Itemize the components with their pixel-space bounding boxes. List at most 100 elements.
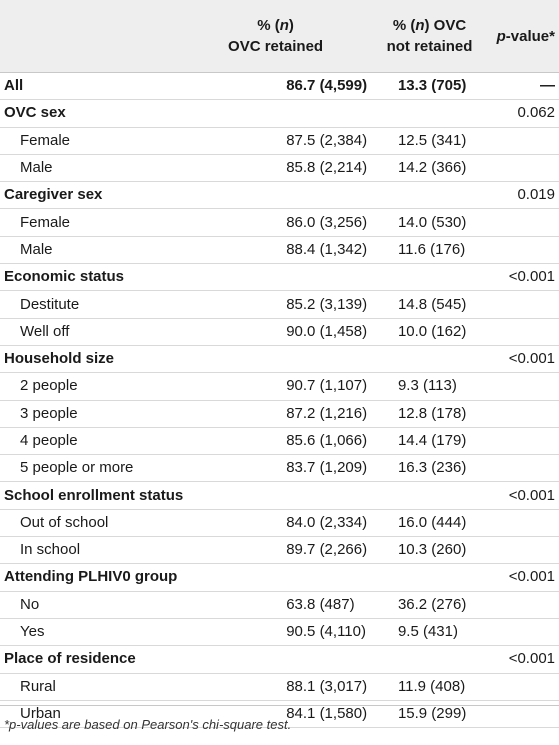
not-retained-cell: 36.2 (276) [367, 591, 492, 619]
not-retained-cell [367, 563, 492, 592]
group-row: Economic status <0.001 [0, 263, 559, 292]
not-retained-cell [367, 481, 492, 510]
table-row: Destitute 85.2 (3,139) 14.8 (545) [0, 290, 559, 319]
not-retained-cell: 11.6 (176) [367, 236, 492, 265]
not-retained-cell [367, 263, 492, 292]
retained-cell [183, 263, 368, 292]
table-row: Male 88.4 (1,342) 11.6 (176) [0, 236, 559, 265]
row-label: Male [0, 154, 184, 183]
row-label: Female [0, 127, 184, 155]
table-row: No 63.8 (487) 36.2 (276) [0, 591, 559, 619]
p-value-cell [491, 400, 559, 428]
table-row: 5 people or more 83.7 (1,209) 16.3 (236) [0, 454, 559, 483]
table-row: 4 people 85.6 (1,066) 14.4 (179) [0, 427, 559, 456]
row-label: Well off [0, 318, 184, 346]
p-value-cell [491, 318, 559, 346]
table-row: Well off 90.0 (1,458) 10.0 (162) [0, 318, 559, 346]
retention-table: % (n) OVC retained % (n) OVC not retaine… [0, 0, 559, 729]
p-value-cell: <0.001 [491, 563, 559, 592]
row-label: Female [0, 208, 184, 237]
retained-cell: 84.1 (1,580) [183, 700, 368, 729]
not-retained-cell [367, 345, 492, 374]
not-retained-cell: 16.3 (236) [367, 454, 492, 483]
retained-cell: 90.5 (4,110) [183, 618, 368, 647]
p-value-cell [491, 536, 559, 565]
row-label: Household size [0, 345, 184, 374]
header-not-retained: % (n) OVC not retained [367, 0, 492, 73]
header-p-value-label: p-value* [496, 27, 555, 45]
retained-cell [183, 563, 368, 592]
row-label: Destitute [0, 290, 184, 319]
p-value-cell [491, 700, 559, 729]
row-label: Male [0, 236, 184, 265]
p-value-cell: <0.001 [491, 345, 559, 374]
table-row: Out of school 84.0 (2,334) 16.0 (444) [0, 509, 559, 538]
not-retained-cell [367, 99, 492, 128]
retained-cell: 88.4 (1,342) [183, 236, 368, 265]
group-row: Household size <0.001 [0, 345, 559, 374]
retained-cell: 86.0 (3,256) [183, 208, 368, 237]
group-row: School enrollment status <0.001 [0, 481, 559, 510]
retained-cell [183, 99, 368, 128]
retained-cell: 63.8 (487) [183, 591, 368, 619]
p-value-cell [491, 290, 559, 319]
header-row: % (n) OVC retained % (n) OVC not retaine… [0, 0, 559, 73]
row-label: All [0, 72, 184, 101]
p-value-cell [491, 154, 559, 183]
header-retained-line1: % (n) [257, 17, 294, 34]
not-retained-cell: 16.0 (444) [367, 509, 492, 538]
row-label: No [0, 591, 184, 619]
row-label: Caregiver sex [0, 181, 184, 210]
not-retained-cell: 13.3 (705) [367, 72, 492, 101]
total-row: All 86.7 (4,599) 13.3 (705) — [0, 72, 559, 101]
retained-cell: 88.1 (3,017) [183, 673, 368, 701]
not-retained-cell: 14.4 (179) [367, 427, 492, 456]
table-row: Urban 84.1 (1,580) 15.9 (299) [0, 700, 559, 729]
row-label: 4 people [0, 427, 184, 456]
retained-cell: 90.7 (1,107) [183, 372, 368, 401]
row-label: Attending PLHIV0 group [0, 563, 184, 592]
p-value-cell [491, 673, 559, 701]
table-row: Yes 90.5 (4,110) 9.5 (431) [0, 618, 559, 647]
table-row: Male 85.8 (2,214) 14.2 (366) [0, 154, 559, 183]
p-value-cell: 0.062 [491, 99, 559, 128]
retained-cell: 85.6 (1,066) [183, 427, 368, 456]
table-row: In school 89.7 (2,266) 10.3 (260) [0, 536, 559, 565]
retained-cell: 87.5 (2,384) [183, 127, 368, 155]
not-retained-cell: 11.9 (408) [367, 673, 492, 701]
footnote: *p-values are based on Pearson's chi-squ… [4, 717, 292, 732]
p-value-cell [491, 372, 559, 401]
not-retained-cell: 10.3 (260) [367, 536, 492, 565]
header-retained: % (n) OVC retained [183, 0, 368, 73]
not-retained-cell: 9.5 (431) [367, 618, 492, 647]
p-value-cell [491, 236, 559, 265]
p-value-cell [491, 509, 559, 538]
not-retained-cell: 10.0 (162) [367, 318, 492, 346]
row-label: Out of school [0, 509, 184, 538]
p-value-cell [491, 127, 559, 155]
not-retained-cell: 14.2 (366) [367, 154, 492, 183]
table-row: 2 people 90.7 (1,107) 9.3 (113) [0, 372, 559, 401]
row-label: School enrollment status [0, 481, 184, 510]
p-value-cell [491, 427, 559, 456]
retained-cell [183, 481, 368, 510]
retained-cell [183, 645, 368, 674]
table-row: Female 87.5 (2,384) 12.5 (341) [0, 127, 559, 155]
retained-cell: 89.7 (2,266) [183, 536, 368, 565]
table-header: % (n) OVC retained % (n) OVC not retaine… [0, 0, 559, 73]
p-value-cell: 0.019 [491, 181, 559, 210]
table-row: 3 people 87.2 (1,216) 12.8 (178) [0, 400, 559, 428]
retained-cell: 84.0 (2,334) [183, 509, 368, 538]
row-label: Place of residence [0, 645, 184, 674]
group-row: Place of residence <0.001 [0, 645, 559, 674]
table-body: All 86.7 (4,599) 13.3 (705) — OVC sex 0.062 Fe… [0, 72, 559, 729]
retained-cell: 87.2 (1,216) [183, 400, 368, 428]
row-label: 2 people [0, 372, 184, 401]
retained-cell: 90.0 (1,458) [183, 318, 368, 346]
not-retained-cell: 14.8 (545) [367, 290, 492, 319]
table-row: Female 86.0 (3,256) 14.0 (530) [0, 208, 559, 237]
p-value-cell [491, 208, 559, 237]
table-row: Rural 88.1 (3,017) 11.9 (408) [0, 673, 559, 701]
header-not-retained-line2: not retained [386, 38, 473, 55]
